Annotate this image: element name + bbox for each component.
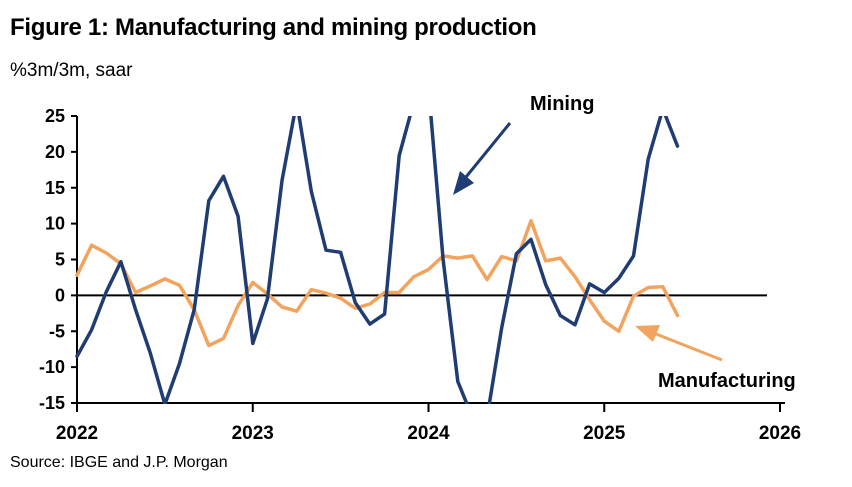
manufacturing-arrow-head (635, 325, 660, 342)
chart-subtitle: %3m/3m, saar (10, 60, 133, 81)
chart-title: Figure 1: Manufacturing and mining produ… (10, 14, 537, 41)
x-tick-label: 2024 (407, 423, 450, 444)
x-tick-label: 2025 (583, 423, 626, 444)
y-tick-label: -10 (39, 357, 65, 377)
y-tick-label: 5 (55, 250, 65, 270)
mining-arrow-head (453, 171, 474, 195)
chart-axes: 25 20 15 10 5 0 -5 -10 -15 2022 2023 2024 2025 2026 (39, 106, 801, 444)
manufacturing-arrow-shaft (655, 332, 723, 362)
x-tick-label: 2023 (232, 423, 274, 444)
source-note: Source: IBGE and J.P. Morgan (10, 454, 228, 471)
mining-annotation-label: Mining (530, 93, 594, 115)
mining-arrow-shaft (464, 122, 512, 178)
y-tick-label: 15 (45, 178, 65, 198)
x-tick-label: 2022 (56, 423, 98, 444)
y-tick-label: 20 (45, 142, 65, 162)
y-tick-label: 0 (55, 285, 65, 305)
annotation-layer: Mining Manufacturing (453, 93, 796, 392)
x-tick-label: 2026 (759, 423, 801, 444)
y-tick-label: 10 (45, 214, 65, 234)
y-tick-label: 25 (45, 106, 65, 126)
mining-series-line (75, 116, 680, 404)
y-tick-label: -5 (49, 321, 65, 341)
series-layer (75, 116, 680, 404)
manufacturing-annotation-label: Manufacturing (658, 370, 796, 392)
manufacturing-series-line (75, 219, 680, 348)
y-tick-label: -15 (39, 393, 65, 413)
